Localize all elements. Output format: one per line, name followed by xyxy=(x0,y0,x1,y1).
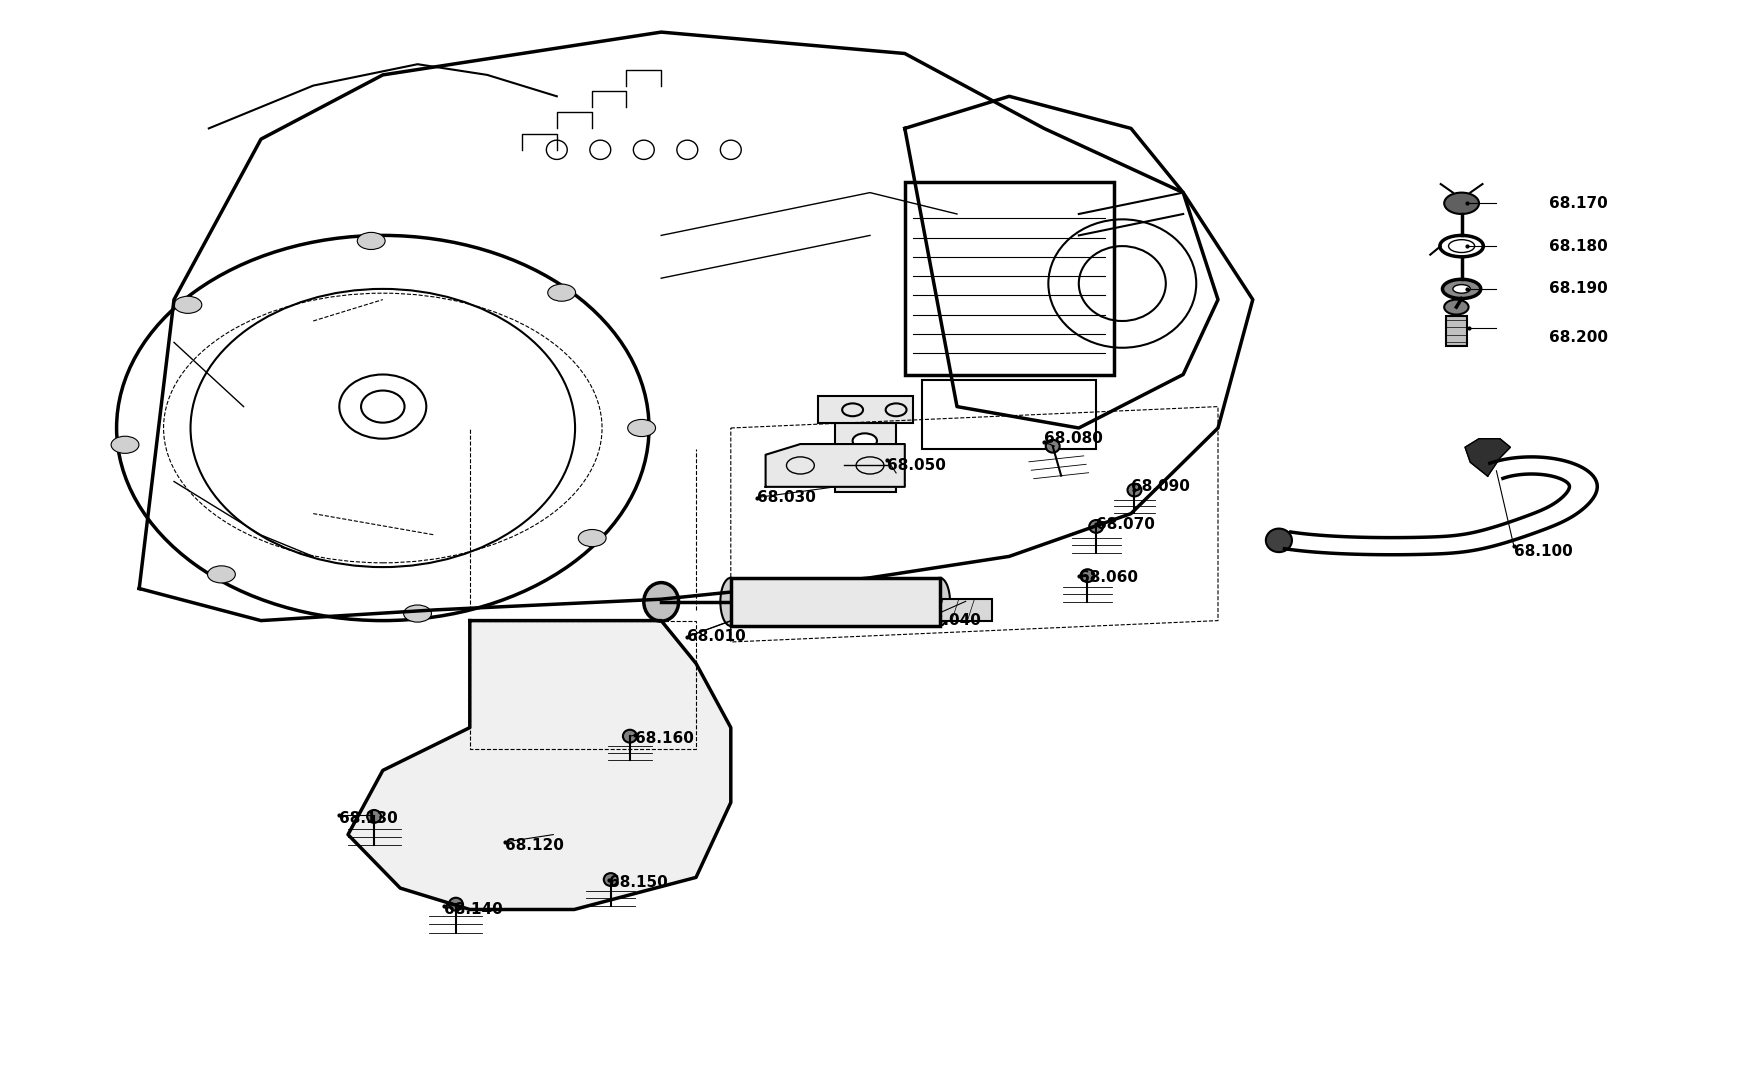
Text: 68.100: 68.100 xyxy=(1513,544,1572,559)
Text: 68.010: 68.010 xyxy=(687,629,746,644)
Circle shape xyxy=(577,530,605,547)
Bar xyxy=(904,182,1113,374)
Ellipse shape xyxy=(643,583,678,621)
Text: 68.160: 68.160 xyxy=(635,731,694,746)
Text: 68.180: 68.180 xyxy=(1548,239,1607,254)
Circle shape xyxy=(628,419,656,437)
Circle shape xyxy=(174,296,202,314)
Text: 68.030: 68.030 xyxy=(756,490,816,505)
Circle shape xyxy=(356,232,384,249)
Ellipse shape xyxy=(1080,569,1094,582)
Ellipse shape xyxy=(1442,279,1480,299)
Circle shape xyxy=(1443,193,1478,214)
Ellipse shape xyxy=(1127,484,1141,496)
Text: 68.120: 68.120 xyxy=(504,838,563,853)
Text: 68.140: 68.140 xyxy=(443,902,503,917)
Ellipse shape xyxy=(1266,529,1290,552)
Circle shape xyxy=(207,566,235,583)
Bar xyxy=(1445,316,1466,346)
Text: 68.040: 68.040 xyxy=(922,613,981,628)
Ellipse shape xyxy=(1452,285,1469,293)
Polygon shape xyxy=(1464,439,1509,476)
Text: 68.070: 68.070 xyxy=(1096,517,1155,532)
Ellipse shape xyxy=(929,578,949,626)
Ellipse shape xyxy=(1045,440,1059,453)
Circle shape xyxy=(852,433,876,448)
Circle shape xyxy=(548,285,576,302)
Bar xyxy=(730,578,939,626)
Text: 68.060: 68.060 xyxy=(1078,570,1137,585)
Bar xyxy=(896,599,991,621)
Text: 68.200: 68.200 xyxy=(1548,330,1607,345)
Text: 68.170: 68.170 xyxy=(1548,196,1607,211)
Bar xyxy=(922,380,1096,449)
Ellipse shape xyxy=(449,898,463,911)
Ellipse shape xyxy=(623,730,636,743)
Text: 68.130: 68.130 xyxy=(339,811,398,826)
Text: 68.150: 68.150 xyxy=(609,875,668,890)
Ellipse shape xyxy=(603,873,617,886)
Text: 68.050: 68.050 xyxy=(887,458,946,473)
Text: 68.190: 68.190 xyxy=(1548,281,1607,296)
Polygon shape xyxy=(765,444,904,487)
Circle shape xyxy=(111,437,139,454)
Text: 68.080: 68.080 xyxy=(1043,431,1103,446)
Bar xyxy=(817,396,913,423)
Circle shape xyxy=(1443,300,1468,315)
Text: 68.090: 68.090 xyxy=(1130,479,1189,494)
Circle shape xyxy=(403,605,431,622)
Ellipse shape xyxy=(367,810,381,823)
Bar xyxy=(835,423,896,492)
Polygon shape xyxy=(348,621,730,910)
Ellipse shape xyxy=(720,578,741,626)
Ellipse shape xyxy=(1089,520,1103,533)
